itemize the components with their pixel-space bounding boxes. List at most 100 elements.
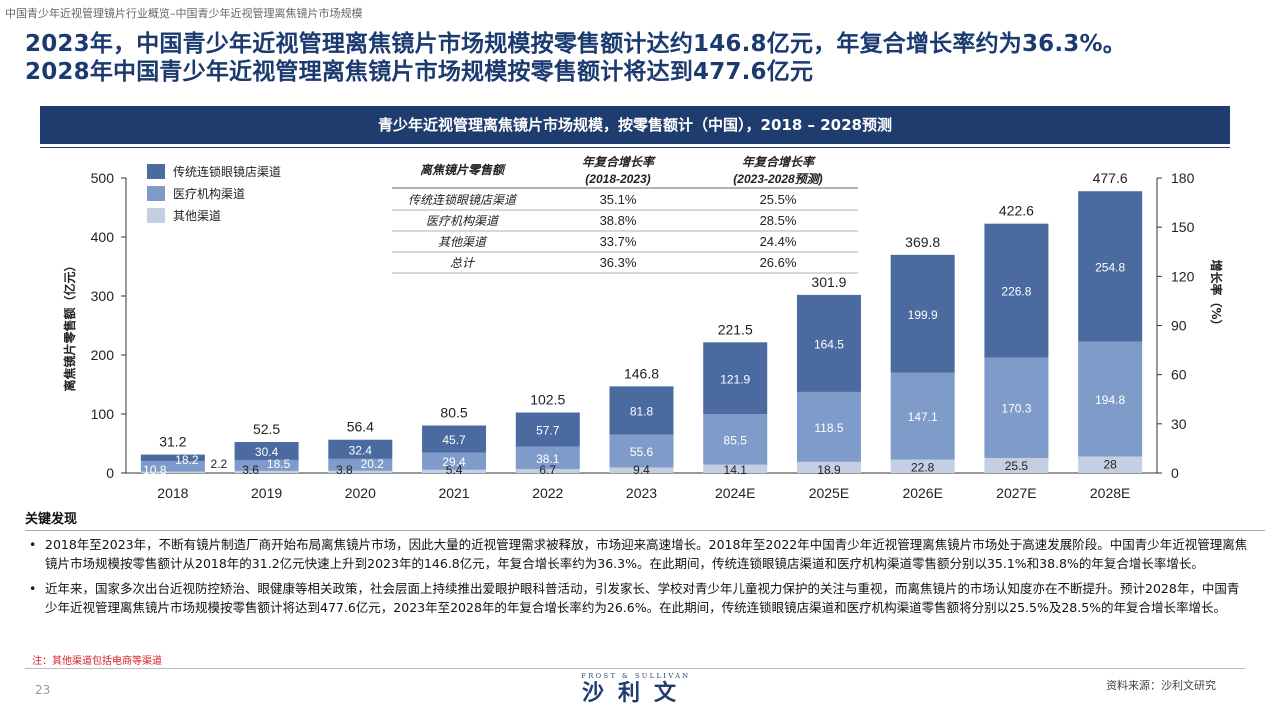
frost-sullivan-logo: FROST & SULLIVAN 沙利文 (566, 672, 706, 706)
total-label: 221.5 (718, 321, 753, 337)
y2-tick-label: 30 (1171, 416, 1187, 432)
segment-label: 2.2 (211, 457, 228, 471)
table-cell: 35.1% (600, 192, 637, 207)
bar-segment (1078, 341, 1143, 457)
table-cell: 28.5% (760, 213, 797, 228)
bar-segment (515, 412, 580, 447)
bar-segment (984, 223, 1049, 358)
bar-segment (703, 414, 768, 465)
total-label: 422.6 (999, 203, 1034, 219)
table-cell: 传统连锁眼镜店渠道 (408, 193, 518, 207)
x-tick-label: 2025E (809, 485, 849, 501)
legend-label: 其他渠道 (173, 209, 221, 223)
chart-labels: 2018 31.2 10.8 18.2 2.2 2019 52.5 3.6 18.530.4 20… (143, 170, 1130, 501)
finding-item: • 近年来，国家多次出台近视防控矫治、眼健康等相关政策，社会层面上持续推出爱眼护… (25, 579, 1250, 617)
segment-label: 30.4 (255, 445, 279, 459)
table-cell: 医疗机构渠道 (426, 214, 500, 228)
segment-label: 226.8 (1001, 285, 1031, 299)
total-label: 80.5 (440, 405, 467, 421)
y-tick-label: 300 (91, 288, 115, 304)
legend-label: 医疗机构渠道 (173, 186, 245, 201)
y2-tick-label: 120 (1171, 268, 1195, 284)
legend-swatch (147, 208, 165, 223)
findings-divider (25, 530, 1265, 531)
chart-title-banner: 青少年近视管理离焦镜片市场规模，按零售额计（中国），2018 – 2028预测 (40, 106, 1230, 144)
segment-label: 22.8 (911, 461, 935, 475)
total-label: 477.6 (1093, 170, 1128, 186)
segment-label: 9.4 (633, 463, 650, 477)
stacked-bar-chart: 0 100 200 300 400 500 0 30 60 90 120 150 180 离焦镜片零售额（… (62, 155, 1224, 501)
total-label: 52.5 (253, 421, 280, 437)
bar-segment (328, 470, 393, 473)
y-tick-label: 500 (91, 170, 115, 186)
bar-segment (328, 439, 393, 459)
y-tick-label: 200 (91, 347, 115, 363)
x-tick-label: 2018 (157, 485, 188, 501)
total-label: 146.8 (624, 365, 659, 381)
logo-english: FROST & SULLIVAN (581, 672, 691, 680)
segment-label: 147.1 (908, 410, 938, 424)
segment-label: 3.8 (336, 463, 353, 477)
bar-segment (140, 471, 205, 473)
segment-label: 170.3 (1001, 402, 1031, 416)
y-tick-label: 100 (91, 406, 115, 422)
cagr-table: 离焦镜片零售额 年复合增长率 (2018-2023) 年复合增长率 (2023-2028… (392, 155, 858, 274)
page-headline: 2023年，中国青少年近视管理离焦镜片市场规模按零售额计达约146.8亿元，年复… (25, 30, 1265, 86)
total-label: 56.4 (347, 419, 374, 435)
page-number: 23 (35, 683, 51, 697)
legend-swatch (147, 186, 165, 201)
segment-label: 3.6 (242, 463, 259, 477)
bar-segment (890, 372, 955, 460)
bar-segment (328, 458, 393, 471)
table-cell: 总计 (450, 256, 476, 270)
bar-segment (890, 254, 955, 373)
x-tick-label: 2023 (626, 485, 657, 501)
segment-label: 85.5 (724, 433, 748, 447)
x-tick-label: 2026E (902, 485, 942, 501)
total-label: 31.2 (159, 434, 186, 450)
table-cell: 24.4% (760, 234, 797, 249)
segment-label: 38.1 (536, 452, 560, 466)
table-header: 离焦镜片零售额 (420, 163, 507, 177)
bar-segment (234, 459, 299, 471)
bullet-icon: • (29, 537, 37, 552)
bar-segment (1078, 456, 1143, 473)
bar-segment (796, 294, 861, 392)
bar-segment (140, 454, 205, 461)
x-tick-label: 2019 (251, 485, 282, 501)
bar-segment (609, 434, 674, 468)
y2-axis-title: 增长率（%） (1209, 259, 1224, 331)
segment-label: 194.8 (1095, 393, 1125, 407)
breadcrumb: 中国青少年近视管理镜片行业概览–中国青少年近视管理离焦镜片市场规模 (5, 7, 363, 20)
segment-label: 28 (1103, 457, 1117, 471)
bar-segment (796, 391, 861, 462)
footer-divider (25, 668, 1245, 669)
segment-label: 20.2 (361, 457, 385, 471)
table-cell: 38.8% (600, 213, 637, 228)
legend-swatch (147, 164, 165, 179)
headline-line-2: 2028年中国青少年近视管理离焦镜片市场规模按零售额计将达到477.6亿元 (25, 59, 814, 85)
x-tick-label: 2027E (996, 485, 1036, 501)
bar-segment (609, 467, 674, 473)
bar-segment (140, 460, 205, 472)
headline-line-1: 2023年，中国青少年近视管理离焦镜片市场规模按零售额计达约146.8亿元，年复… (25, 31, 1126, 57)
segment-label: 14.1 (724, 463, 748, 477)
bullet-icon: • (29, 581, 37, 596)
segment-label: 254.8 (1095, 260, 1125, 274)
bar-segment (422, 452, 487, 470)
bar-segment (984, 457, 1049, 473)
segment-label: 45.7 (442, 433, 466, 447)
y2-tick-label: 150 (1171, 219, 1195, 235)
bar-segment (234, 442, 299, 460)
bar-segment (422, 469, 487, 473)
x-tick-label: 2028E (1090, 485, 1130, 501)
key-findings: 关键发现 • 2018年至2023年，不断有镜片制造厂商开始布局离焦镜片市场，因… (25, 510, 1265, 617)
table-cell: 36.3% (600, 255, 637, 270)
finding-text: 2018年至2023年，不断有镜片制造厂商开始布局离焦镜片市场，因此大量的近视管… (45, 537, 1248, 571)
bar-segment (422, 425, 487, 453)
x-tick-label: 2021 (438, 485, 469, 501)
segment-label: 118.5 (814, 421, 843, 435)
chart-bars (140, 191, 1143, 473)
bar-segment (703, 464, 768, 473)
